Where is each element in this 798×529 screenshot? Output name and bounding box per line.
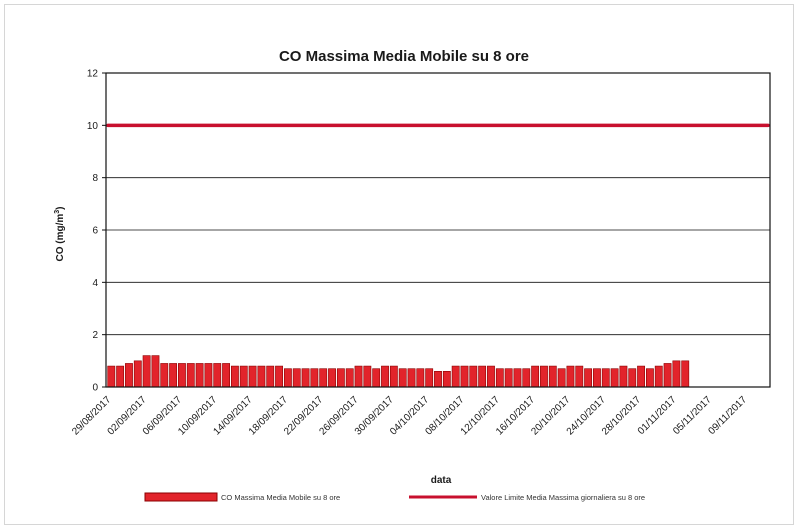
bar xyxy=(584,368,593,388)
bar xyxy=(186,363,195,388)
y-tick-label: 12 xyxy=(87,69,99,80)
bar xyxy=(178,363,186,388)
bar xyxy=(645,368,654,388)
bar xyxy=(531,365,540,388)
bar xyxy=(195,363,204,388)
bar xyxy=(363,365,372,388)
bar xyxy=(575,365,584,388)
chart-title: CO Massima Media Mobile su 8 ore xyxy=(279,48,529,65)
bar xyxy=(328,368,336,388)
bar xyxy=(654,365,663,388)
bar xyxy=(425,368,434,388)
bar xyxy=(487,365,495,388)
bar xyxy=(451,365,460,388)
bar xyxy=(301,368,310,388)
y-tick-label: 4 xyxy=(92,278,98,289)
bar xyxy=(389,365,398,388)
bar xyxy=(204,363,213,388)
legend-bar-swatch xyxy=(144,492,218,502)
y-tick-label: 10 xyxy=(87,121,99,132)
chart-frame: CO Massima Media Mobile su 8 ore 0 2 4 6 8 10… xyxy=(4,4,794,525)
bar xyxy=(319,368,328,388)
bar xyxy=(557,368,566,388)
y-axis-ticks: 0 2 4 6 8 10 12 xyxy=(87,69,106,394)
bar xyxy=(354,365,363,388)
x-tick-label: 09/11/2017 xyxy=(707,394,750,437)
bar xyxy=(460,365,469,388)
bar xyxy=(619,365,628,388)
bar xyxy=(522,368,531,388)
bar xyxy=(504,368,513,388)
bar xyxy=(469,365,478,388)
legend: CO Massima Media Mobile su 8 ore Valore … xyxy=(144,492,645,502)
gridlines xyxy=(106,124,770,336)
bar xyxy=(222,363,231,388)
y-tick-label: 6 xyxy=(92,226,98,237)
bar xyxy=(434,370,442,388)
bar xyxy=(672,360,681,388)
bar-series xyxy=(107,355,690,388)
bar xyxy=(230,365,239,388)
bar xyxy=(310,368,319,388)
bar xyxy=(601,368,610,388)
legend-item-line: Valore Limite Media Massima giornaliera … xyxy=(409,493,645,502)
bar xyxy=(142,355,151,388)
bar xyxy=(213,363,222,388)
bar xyxy=(275,365,283,388)
bar xyxy=(513,368,522,388)
legend-line-label: Valore Limite Media Massima giornaliera … xyxy=(481,493,645,502)
bar xyxy=(151,355,160,388)
bar xyxy=(336,368,345,388)
bar xyxy=(442,370,451,388)
bar xyxy=(416,368,425,388)
bar xyxy=(628,368,637,388)
bar xyxy=(257,365,266,388)
bar xyxy=(593,368,601,388)
legend-item-bar: CO Massima Media Mobile su 8 ore xyxy=(144,492,340,502)
co-chart: CO Massima Media Mobile su 8 ore 0 2 4 6 8 10… xyxy=(54,48,771,502)
bar xyxy=(381,365,389,388)
bar xyxy=(566,365,575,388)
bar xyxy=(407,368,416,388)
y-tick-label: 2 xyxy=(92,330,98,341)
bar xyxy=(495,368,504,388)
x-axis-label: data xyxy=(431,475,452,486)
legend-bar-label: CO Massima Media Mobile su 8 ore xyxy=(221,493,340,502)
bar xyxy=(663,363,672,388)
bar xyxy=(292,368,301,388)
y-axis-label: CO (mg/m3) xyxy=(54,206,66,261)
bar xyxy=(478,365,487,388)
bar xyxy=(548,365,557,388)
y-tick-label: 0 xyxy=(92,383,98,394)
bar xyxy=(133,360,142,388)
bar xyxy=(125,363,133,388)
x-axis-ticks: 29/08/201702/09/201706/09/201710/09/2017… xyxy=(70,394,749,437)
bar xyxy=(372,368,381,388)
bar xyxy=(266,365,275,388)
bar xyxy=(283,368,292,388)
bar xyxy=(681,360,690,388)
y-tick-label: 8 xyxy=(92,173,98,184)
bar xyxy=(107,365,116,388)
bar xyxy=(637,365,646,388)
bar xyxy=(345,368,354,388)
bar xyxy=(398,368,407,388)
bar xyxy=(248,365,257,388)
bar xyxy=(540,365,548,388)
bar xyxy=(169,363,178,388)
bar xyxy=(610,368,619,388)
bar xyxy=(160,363,169,388)
bar xyxy=(116,365,125,388)
bar xyxy=(239,365,248,388)
